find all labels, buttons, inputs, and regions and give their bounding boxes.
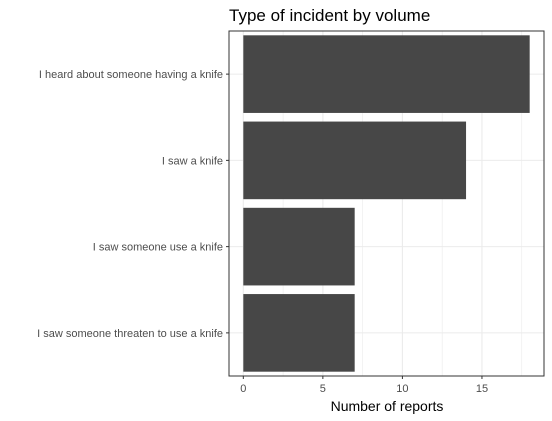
- bar: [243, 208, 354, 286]
- x-axis: 0 5 10 15: [240, 376, 488, 395]
- category-label: I saw someone threaten to use a knife: [37, 328, 223, 340]
- bars: [243, 35, 529, 371]
- y-axis: I heard about someone having a knife I sa…: [37, 69, 229, 340]
- bar: [243, 294, 354, 372]
- category-label: I saw someone use a knife: [93, 242, 223, 254]
- x-axis-title: Number of reports: [331, 398, 444, 414]
- x-tick-label: 15: [476, 383, 488, 395]
- category-label: I saw a knife: [162, 155, 223, 167]
- category-label: I heard about someone having a knife: [39, 69, 223, 81]
- x-tick-label: 0: [240, 383, 246, 395]
- x-tick-label: 5: [320, 383, 326, 395]
- chart-title: Type of incident by volume: [229, 6, 430, 25]
- bar: [243, 122, 466, 200]
- x-tick-label: 10: [396, 383, 408, 395]
- bar: [243, 35, 529, 113]
